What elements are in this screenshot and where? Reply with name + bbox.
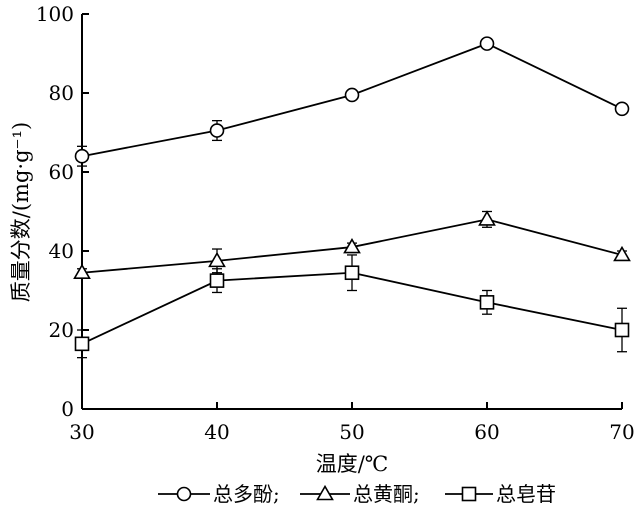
legend-label: 总多酚; (213, 482, 280, 506)
data-point-triangle (613, 245, 631, 262)
data-point-square (479, 295, 495, 310)
legend: 总多酚; 总黄酮; 总皂苷 (158, 482, 556, 506)
data-point-square (209, 273, 225, 288)
x-tick-label: 70 (609, 420, 634, 444)
y-tick-label: 40 (49, 239, 74, 263)
data-point-circle (209, 123, 225, 138)
legend-marker-triangle (316, 484, 334, 501)
series-circle (74, 36, 630, 167)
y-axis-title: 质量分数/(mg·g⁻¹) (9, 122, 33, 302)
legend-marker-square (461, 486, 477, 502)
legend-marker-circle (176, 486, 192, 502)
data-point-square (344, 265, 360, 281)
x-tick-label: 60 (474, 420, 499, 444)
series-square (74, 254, 630, 359)
data-point-triangle (478, 210, 496, 226)
data-point-circle (74, 148, 90, 164)
data-point-circle (344, 87, 360, 103)
legend-label: 总皂苷 (496, 482, 556, 506)
x-tick-label: 50 (339, 420, 364, 444)
data-point-square (74, 336, 90, 352)
y-tick-label: 100 (36, 2, 74, 26)
x-tick-label: 40 (204, 420, 229, 444)
axes: 0 20 40 60 80 100 30 40 50 60 70 (36, 2, 635, 444)
y-tick-label: 80 (49, 81, 74, 105)
series-layer (73, 36, 631, 359)
x-tick-label: 30 (69, 420, 94, 444)
legend-label: 总黄酮; (353, 482, 420, 506)
y-tick-label: 60 (49, 160, 74, 184)
y-tick-label: 20 (49, 318, 74, 342)
data-point-circle (614, 101, 630, 117)
data-point-triangle (73, 263, 91, 280)
y-tick-label: 0 (61, 397, 74, 421)
data-point-square (614, 322, 630, 338)
series-triangle (73, 210, 631, 280)
data-point-triangle (208, 251, 226, 268)
x-axis-title: 温度/℃ (316, 452, 389, 476)
data-point-circle (479, 36, 495, 51)
data-point-triangle (343, 237, 361, 254)
